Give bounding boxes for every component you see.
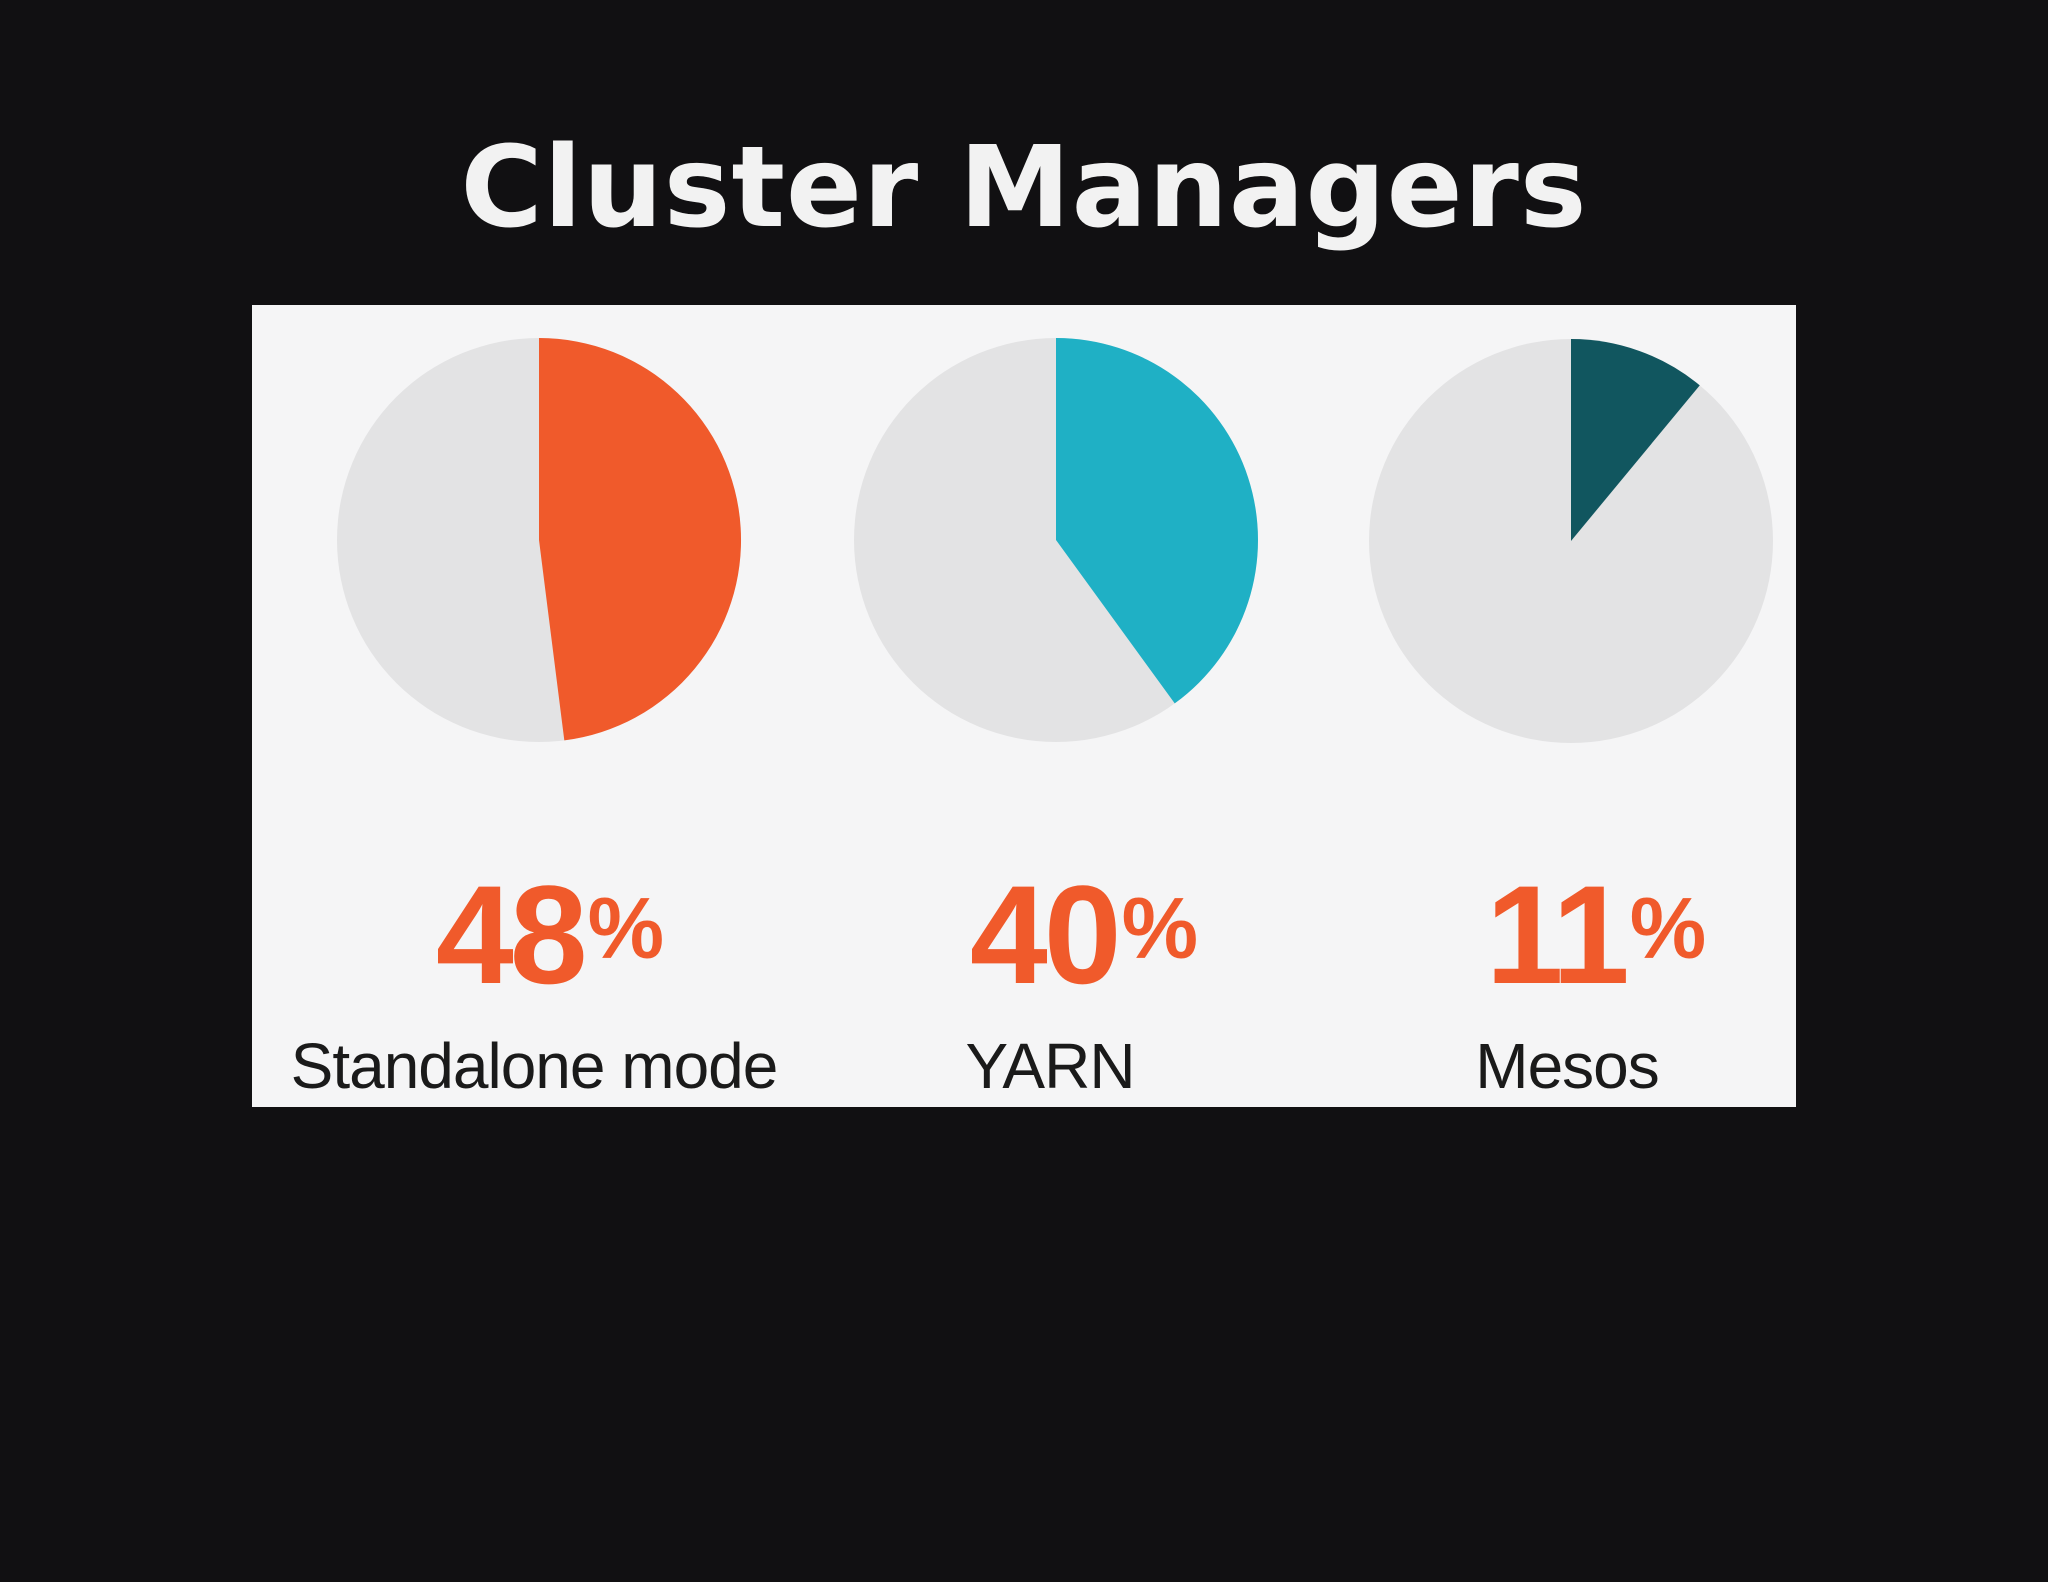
- pie-value-unit-mesos: %: [1629, 881, 1707, 977]
- pie-value-standalone: 48: [435, 856, 588, 1013]
- pie-value-yarn: 40: [969, 856, 1122, 1013]
- pie-slice-standalone: [539, 338, 742, 741]
- pie-charts: [337, 338, 1773, 743]
- pie-category-label-standalone: Standalone mode: [290, 1030, 779, 1102]
- pie-slice-yarn: [1056, 338, 1258, 704]
- pie-value-label-mesos: 11%: [1386, 860, 1806, 1010]
- pie-slice-mesos: [1571, 339, 1700, 541]
- pie-value-mesos: 11: [1485, 856, 1630, 1013]
- pie-value-unit-yarn: %: [1121, 881, 1199, 977]
- pie-category-label-mesos: Mesos: [1475, 1030, 1660, 1102]
- pie-value-unit-standalone: %: [587, 881, 665, 977]
- pie-value-label-yarn: 40%: [874, 860, 1294, 1010]
- chart-panel: [252, 305, 1796, 1107]
- pie-category-label-yarn: YARN: [965, 1030, 1135, 1102]
- pie-value-label-standalone: 48%: [340, 860, 760, 1010]
- slide-title: Cluster Managers: [460, 123, 1588, 253]
